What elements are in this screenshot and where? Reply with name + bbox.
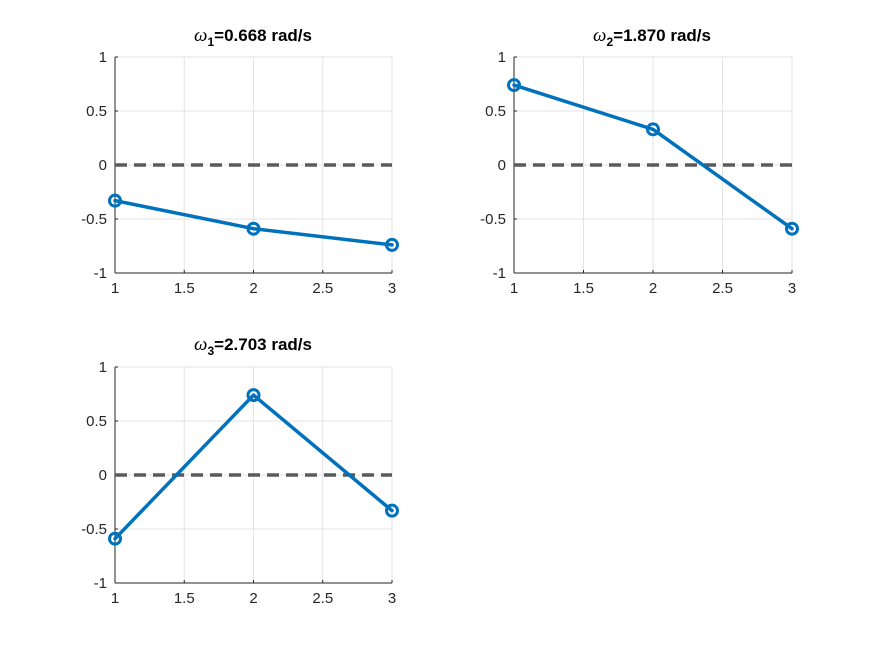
subplot-1-series-line [113, 198, 394, 247]
subplot-2-x-tick-label: 1.5 [573, 280, 594, 297]
subplot-2-title: ω2=1.870 rad/s [593, 25, 711, 49]
subplot-1-data-point [108, 193, 122, 208]
subplot-1-title-rest: =0.668 rad/s [214, 26, 312, 45]
subplot-2-series-line [512, 83, 794, 231]
subplot-2-y-tick-label: 0 [498, 157, 506, 174]
subplot-1-y-tick-label: 0.5 [86, 103, 107, 120]
subplot-2-x-tick-label: 3 [788, 280, 796, 297]
subplot-1-x-tick-label: 2.5 [312, 280, 333, 297]
subplot-1-y-tick-label: 1 [99, 49, 107, 66]
subplot-1-x-tick-label: 1.5 [174, 280, 195, 297]
subplot-2-data-point [507, 78, 521, 93]
subplot-1-data-point [385, 237, 399, 252]
subplot-3: ω3=2.703 rad/s 1 1.5 2 2.5 310.50-0.5-1 [81, 334, 399, 607]
subplot-2-y-tick-label: -0.5 [480, 211, 506, 228]
subplot-1-x-tick-label: 3 [388, 280, 396, 297]
subplot-3-data-point [108, 531, 122, 546]
subplot-3-x-tick-label: 2.5 [312, 590, 333, 607]
subplot-2-title-subscript: 2 [606, 35, 613, 49]
subplot-2-y-tick-label: 0.5 [485, 103, 506, 120]
subplot-2-x-tick-label: 1 [510, 280, 518, 297]
subplot-2-y-tick-label: 1 [498, 49, 506, 66]
subplot-3-title-rest: =2.703 rad/s [214, 335, 312, 354]
subplot-3-x-tick-label: 2 [249, 590, 257, 607]
subplot-2-data-point [646, 122, 660, 137]
subplot-1-title-symbol: ω [194, 25, 207, 46]
subplot-1-y-tick-label: -0.5 [81, 211, 107, 228]
subplot-2-title-symbol: ω [593, 25, 606, 46]
subplot-1-title-subscript: 1 [207, 35, 214, 49]
subplot-1-y-tick-label: -1 [94, 265, 107, 282]
subplot-1: ω1=0.668 rad/s 1 1.5 2 2.5 310.50-0.5-1 [81, 25, 399, 297]
subplot-3-data-point [246, 388, 261, 403]
subplot-3-y-tick-label: -0.5 [81, 521, 107, 538]
subplot-1-title: ω1=0.668 rad/s [194, 25, 312, 49]
subplot-3-y-tick-label: 0.5 [86, 413, 107, 430]
subplot-3-title-subscript: 3 [207, 344, 214, 358]
subplot-3-title: ω3=2.703 rad/s [194, 334, 312, 358]
subplot-2-x-tick-label: 2.5 [712, 280, 733, 297]
subplot-1-y-tick-label: 0 [99, 157, 107, 174]
subplot-3-x-tick-label: 1.5 [174, 590, 195, 607]
subplot-1-x-tick-label: 1 [111, 280, 119, 297]
subplot-3-y-tick-label: -1 [94, 575, 107, 592]
subplot-2-title-rest: =1.870 rad/s [613, 26, 711, 45]
subplot-2-x-tick-label: 2 [649, 280, 657, 297]
subplot-3-y-tick-label: 1 [99, 359, 107, 376]
subplot-3-data-point [385, 503, 399, 518]
subplot-3-x-tick-label: 1 [111, 590, 119, 607]
subplot-2-data-point [785, 221, 799, 236]
subplot-1-x-tick-label: 2 [249, 280, 257, 297]
subplot-2-y-tick-label: -1 [493, 265, 506, 282]
subplot-3-y-tick-label: 0 [99, 467, 107, 484]
subplot-1-data-point [246, 221, 261, 236]
subplot-3-series-line [113, 393, 394, 541]
subplot-2: ω2=1.870 rad/s 1 1.5 2 2.5 310.50-0.5-1 [480, 25, 799, 297]
subplot-3-x-tick-label: 3 [388, 590, 396, 607]
subplot-3-title-symbol: ω [194, 334, 207, 355]
